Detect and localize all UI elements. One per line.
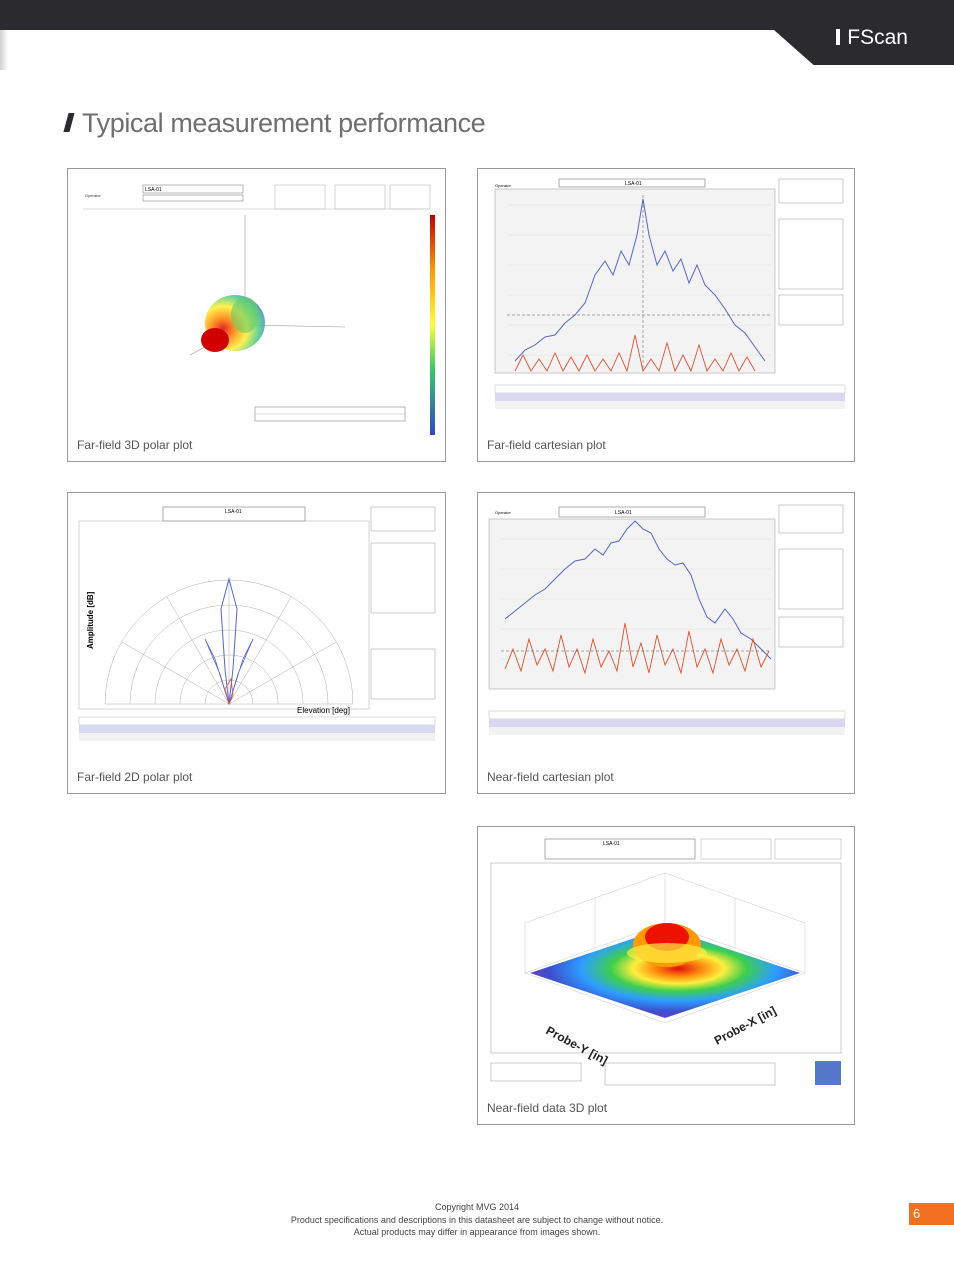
brand-label: FScan: [836, 26, 908, 50]
svg-text:LSA-01: LSA-01: [603, 841, 620, 847]
panel-caption: Far-field 2D polar plot: [77, 770, 193, 784]
panel-caption: Near-field data 3D plot: [487, 1101, 608, 1115]
disclaimer-line: Product specifications and descriptions …: [290, 1214, 664, 1225]
svg-text:Elevation [deg]: Elevation [deg]: [297, 706, 350, 715]
section-title: Typical measurement performance: [63, 108, 486, 139]
screenshot-near-field-3d: LSA-01 Probe-Y [in] Probe-X [in]: [485, 833, 847, 1098]
panel-far-field-cartesian: LSA-01 Operator Far-field cartesian plot: [477, 168, 855, 462]
panel-caption: Far-field cartesian plot: [487, 438, 606, 452]
panel-far-field-3d-polar: LSA-01 Operator Far-field 3D polar plot: [67, 168, 446, 462]
svg-text:Operator: Operator: [495, 183, 511, 188]
panel-near-field-3d: LSA-01 Probe-Y [in] Probe-X [in]: [477, 826, 855, 1125]
page-number: 6: [909, 1203, 954, 1225]
svg-text:LSA-01: LSA-01: [145, 187, 162, 193]
svg-text:LSA-01: LSA-01: [225, 509, 242, 515]
screenshot-far-field-3d: LSA-01 Operator: [75, 175, 438, 435]
svg-text:LSA-01: LSA-01: [615, 510, 632, 516]
svg-text:Operator: Operator: [495, 510, 511, 515]
panel-far-field-2d-polar: LSA-01 Elevation [deg] Amp: [67, 492, 446, 794]
panel-caption: Near-field cartesian plot: [487, 770, 614, 784]
screenshot-far-field-cartesian: LSA-01 Operator: [485, 175, 847, 435]
panel-caption: Far-field 3D polar plot: [77, 438, 193, 452]
svg-text:LSA-01: LSA-01: [625, 181, 642, 187]
header-bar: [0, 0, 954, 30]
screenshot-near-field-cartesian: LSA-01 Operator: [485, 499, 847, 767]
svg-text:Operator: Operator: [85, 193, 101, 198]
footer: Copyright MVG 2014 Product specification…: [0, 1201, 954, 1239]
screenshot-far-field-2d-polar: LSA-01 Elevation [deg] Amp: [75, 499, 438, 767]
page-curl-decoration: [0, 30, 8, 70]
disclaimer-line-2: Actual products may differ in appearance…: [353, 1227, 601, 1237]
svg-text:Amplitude [dB]: Amplitude [dB]: [86, 591, 95, 649]
copyright-line: Copyright MVG 2014: [434, 1202, 520, 1212]
panel-near-field-cartesian: LSA-01 Operator Near-field cartesian plo…: [477, 492, 855, 794]
